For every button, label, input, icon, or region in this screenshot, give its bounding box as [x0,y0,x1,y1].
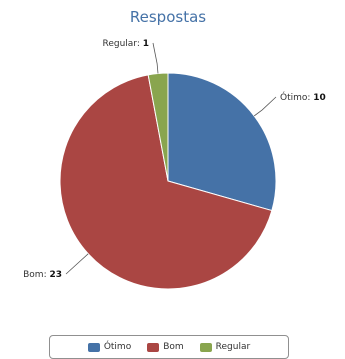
legend-label: Regular [215,342,251,352]
legend-swatch [147,342,160,352]
chart-title: Respostas [130,8,206,26]
legend: Ótimo Bom Regular [49,335,289,359]
connector-line [65,253,89,275]
data-label-regular: Regular: 1 [102,39,149,49]
pie-slice-ótimo[interactable] [167,72,277,212]
connector-line [253,96,277,117]
data-labels: Ótimo: 10 Bom: 23 Regular: 1 [23,39,326,280]
legend-swatch [199,342,212,352]
legend-item-regular[interactable]: Regular [199,342,251,352]
legend-swatch [87,342,100,352]
pie-slice-bom[interactable] [59,74,273,290]
data-label-bom: Bom: 23 [23,270,62,280]
legend-label: Bom [163,342,184,352]
legend-item-ótimo[interactable]: Ótimo [87,342,132,352]
data-label-ótimo: Ótimo: 10 [280,91,326,103]
connector-line [152,42,159,74]
legend-label: Ótimo [103,342,132,352]
pie-slices [59,72,277,290]
legend-item-bom[interactable]: Bom [147,342,184,352]
